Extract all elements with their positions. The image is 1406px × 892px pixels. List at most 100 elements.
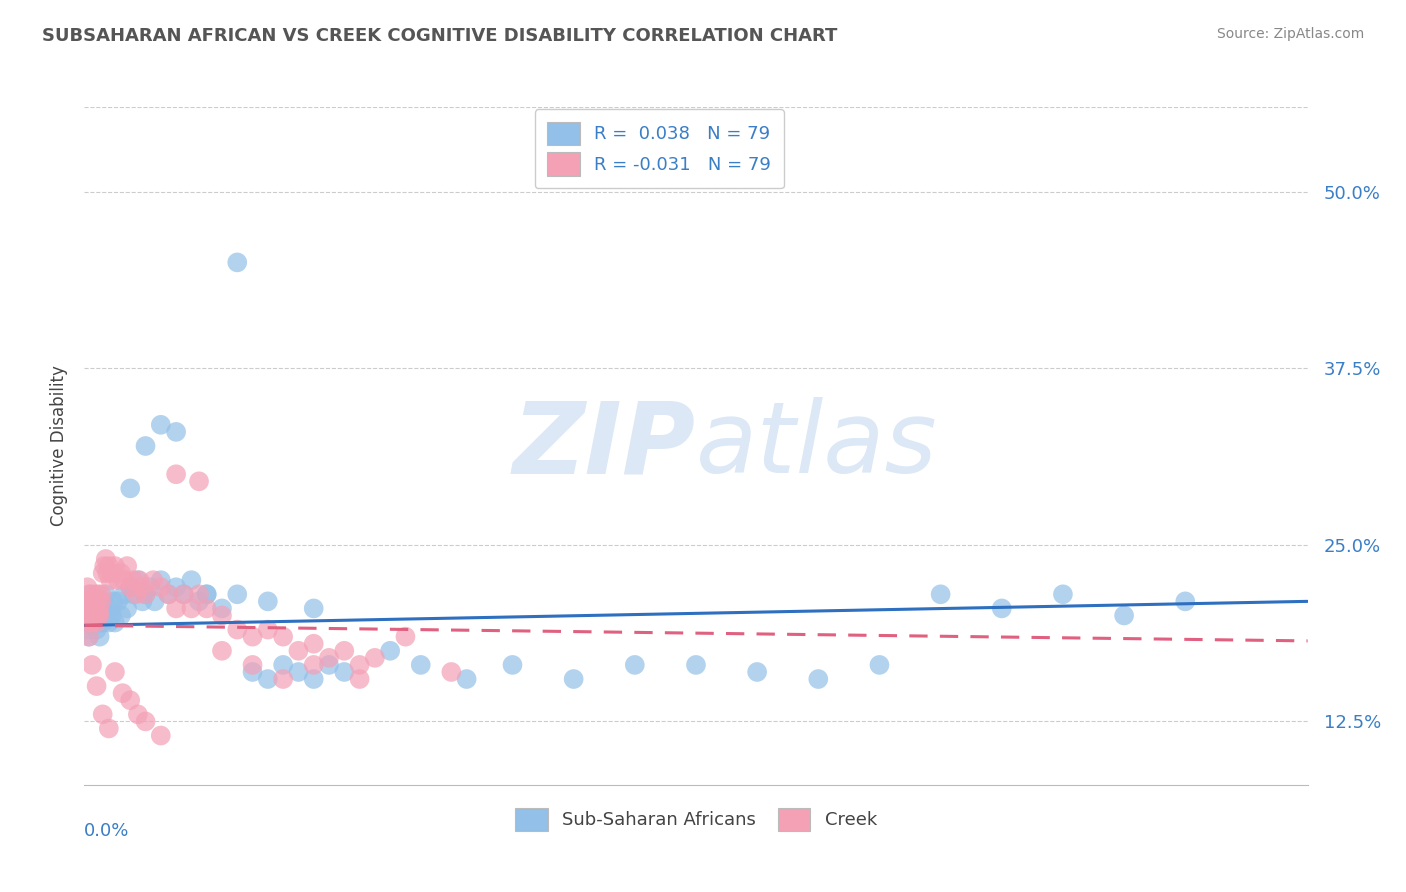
Point	[83, 608, 105, 623]
Point	[76, 608, 98, 623]
Point	[93, 608, 115, 623]
Point	[226, 255, 249, 269]
Point	[149, 573, 172, 587]
Point	[333, 644, 356, 658]
Point	[165, 580, 187, 594]
Point	[302, 657, 325, 672]
Point	[211, 601, 233, 615]
Point	[91, 601, 114, 615]
Point	[440, 665, 463, 679]
Point	[226, 623, 249, 637]
Point	[75, 615, 97, 630]
Point	[94, 587, 117, 601]
Point	[211, 644, 233, 658]
Point	[302, 601, 325, 615]
Point	[991, 601, 1014, 615]
Point	[131, 580, 153, 594]
Point	[77, 601, 100, 615]
Point	[165, 425, 187, 439]
Point	[271, 657, 294, 672]
Point	[89, 601, 111, 615]
Point	[87, 594, 110, 608]
Point	[76, 608, 98, 623]
Point	[93, 559, 115, 574]
Point	[89, 615, 111, 630]
Point	[110, 608, 132, 623]
Point	[84, 615, 107, 630]
Point	[79, 615, 101, 630]
Point	[349, 672, 371, 686]
Point	[107, 594, 129, 608]
Point	[318, 657, 340, 672]
Point	[139, 580, 162, 594]
Point	[80, 615, 103, 630]
Point	[456, 672, 478, 686]
Point	[89, 630, 111, 644]
Point	[75, 594, 97, 608]
Point	[80, 657, 103, 672]
Point	[1114, 608, 1136, 623]
Point	[111, 686, 134, 700]
Point	[83, 594, 105, 608]
Point	[77, 601, 100, 615]
Point	[135, 587, 157, 601]
Point	[80, 608, 103, 623]
Text: atlas: atlas	[696, 398, 938, 494]
Point	[97, 722, 120, 736]
Point	[562, 672, 585, 686]
Point	[120, 580, 142, 594]
Point	[1052, 587, 1074, 601]
Point	[96, 608, 118, 623]
Text: ZIP: ZIP	[513, 398, 696, 494]
Point	[157, 587, 180, 601]
Point	[87, 587, 110, 601]
Point	[257, 594, 280, 608]
Point	[86, 623, 108, 637]
Point	[90, 594, 112, 608]
Point	[80, 608, 103, 623]
Point	[90, 608, 112, 623]
Point	[302, 672, 325, 686]
Point	[929, 587, 952, 601]
Point	[110, 566, 132, 581]
Text: Source: ZipAtlas.com: Source: ZipAtlas.com	[1216, 27, 1364, 41]
Point	[104, 559, 127, 574]
Point	[173, 587, 195, 601]
Point	[226, 587, 249, 601]
Point	[149, 580, 172, 594]
Point	[77, 630, 100, 644]
Text: SUBSAHARAN AFRICAN VS CREEK COGNITIVE DISABILITY CORRELATION CHART: SUBSAHARAN AFRICAN VS CREEK COGNITIVE DI…	[42, 27, 838, 45]
Point	[125, 587, 148, 601]
Point	[135, 714, 157, 729]
Point	[79, 615, 101, 630]
Point	[76, 623, 98, 637]
Point	[287, 644, 309, 658]
Legend: Sub-Saharan Africans, Creek: Sub-Saharan Africans, Creek	[502, 796, 890, 844]
Point	[143, 594, 166, 608]
Point	[135, 587, 157, 601]
Point	[84, 601, 107, 615]
Point	[107, 573, 129, 587]
Point	[103, 594, 125, 608]
Point	[86, 679, 108, 693]
Point	[188, 594, 211, 608]
Point	[122, 573, 145, 587]
Point	[211, 608, 233, 623]
Point	[188, 475, 211, 489]
Point	[83, 608, 105, 623]
Point	[91, 615, 114, 630]
Point	[101, 608, 124, 623]
Point	[502, 657, 524, 672]
Point	[97, 559, 120, 574]
Point	[364, 651, 387, 665]
Point	[302, 637, 325, 651]
Point	[188, 587, 211, 601]
Point	[86, 594, 108, 608]
Point	[96, 566, 118, 581]
Point	[104, 615, 127, 630]
Point	[271, 630, 294, 644]
Point	[165, 467, 187, 482]
Point	[624, 657, 647, 672]
Point	[180, 601, 202, 615]
Point	[79, 587, 101, 601]
